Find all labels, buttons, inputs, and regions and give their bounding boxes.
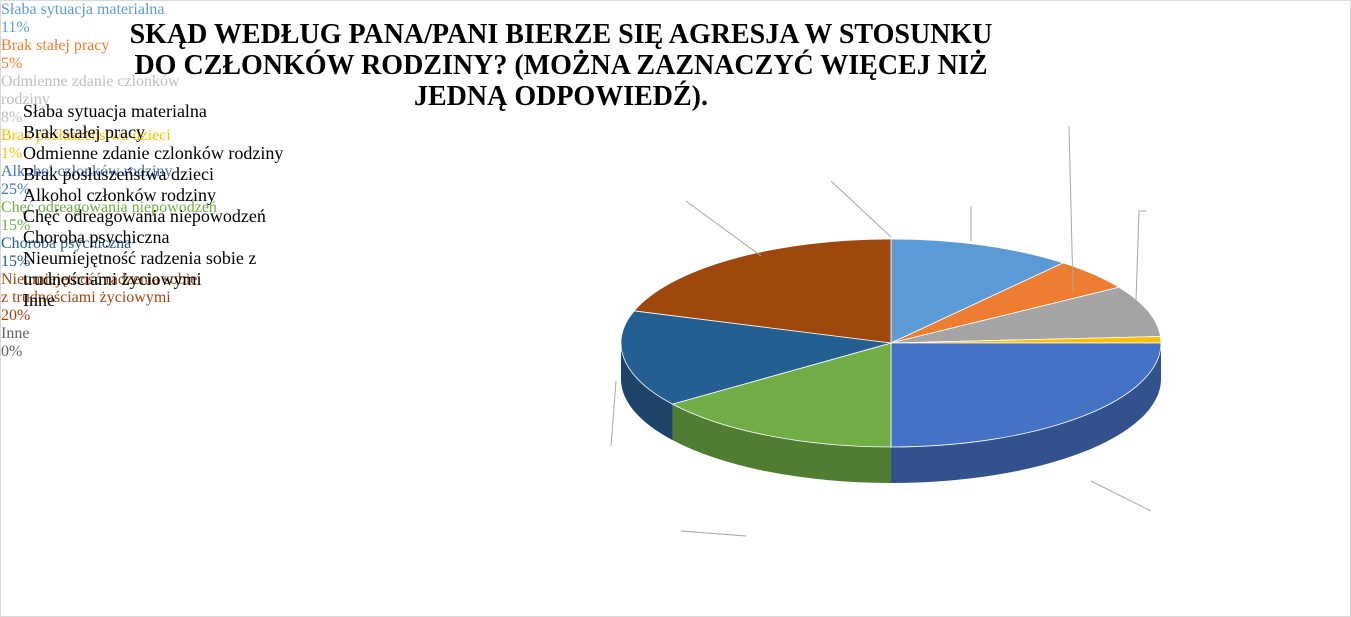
legend-label: Słaba sytuacja materialna	[23, 101, 207, 121]
data-label: Brak posłuszeństwa dzieci 1%	[1, 127, 231, 163]
legend-entry: Odmienne zdanie czlonków rodziny	[23, 143, 413, 164]
data-label-category: Brak stałej pracy	[1, 37, 110, 54]
legend: Słaba sytuacja materialna Brak stałej pra…	[23, 101, 413, 311]
data-label-category: Choroba psychiczna	[1, 235, 132, 252]
legend-entry: Alkohol członków rodziny	[23, 185, 413, 206]
slice-side	[672, 404, 891, 483]
slice	[620, 310, 892, 405]
slice	[671, 342, 892, 448]
data-label: Inne 0%	[1, 325, 61, 361]
legend-entry: Choroba psychiczna	[23, 227, 413, 248]
slice	[890, 286, 1161, 344]
legend-label: Inne	[23, 290, 55, 310]
data-label-value: 5%	[1, 55, 23, 72]
legend-entry: Nieumiejętność radzenia sobie z trudnośc…	[23, 248, 413, 290]
legend-label: Chęć odreagowania niepowodzeń	[23, 206, 266, 226]
legend-entry: Inne	[23, 290, 413, 311]
legend-entry: Brak stałej pracy	[23, 122, 413, 143]
legend-label: Nieumiejętność radzenia sobie z trudnośc…	[23, 248, 257, 289]
data-label-category: Nieumiejętność radzenia sobie z trudnośc…	[1, 271, 198, 306]
data-label-category: Chęć odreagowania niepowodzeń	[1, 199, 217, 216]
slice	[890, 238, 1065, 344]
legend-label: Brak stałej pracy	[23, 122, 145, 142]
data-label-category: Odmienne zdanie czlonków rodziny	[1, 73, 180, 108]
leader-line	[830, 180, 892, 238]
data-label-value: 20%	[1, 307, 31, 324]
legend-entry: Chęć odreagowania niepowodzeń	[23, 206, 413, 227]
leader-line	[610, 380, 617, 447]
data-label-value: 25%	[1, 181, 31, 198]
data-label: Chęć odreagowania niepowodzeń 15%	[1, 199, 221, 235]
data-label: Choroba psychiczna 15%	[1, 235, 261, 271]
data-label-value: 8%	[1, 109, 23, 126]
data-label: Nieumiejętność radzenia sobie z trudnośc…	[1, 271, 201, 325]
data-label-value: 1%	[1, 145, 23, 162]
data-label: Odmienne zdanie czlonków rodziny 8%	[1, 73, 181, 127]
leader-line	[685, 200, 762, 257]
leader-line	[1090, 480, 1152, 512]
legend-entry: Brak posłuszeństwa dzieci	[23, 164, 413, 185]
data-label-category: Słaba sytuacja materialna	[1, 1, 165, 18]
leader-line	[1068, 125, 1074, 292]
legend-label: Alkohol członków rodziny	[23, 185, 216, 205]
data-label: Alkohol członków rodziny 25%	[1, 163, 181, 199]
data-label-category: Inne	[1, 325, 30, 342]
data-label-category: Alkohol członków rodziny	[1, 163, 173, 180]
data-label: Brak stałej pracy 5%	[1, 37, 161, 73]
slice	[890, 342, 1162, 448]
slice-side	[621, 343, 673, 441]
legend-label: Choroba psychiczna	[23, 227, 170, 247]
legend-entry: Słaba sytuacja materialna	[23, 101, 413, 122]
data-label-value: 0%	[1, 343, 23, 360]
slice-side	[891, 343, 1161, 483]
data-label-value: 15%	[1, 253, 31, 270]
data-label-value: 11%	[1, 19, 30, 36]
slice	[633, 238, 892, 344]
data-label-value: 15%	[1, 217, 31, 234]
data-label-category: Brak posłuszeństwa dzieci	[1, 127, 171, 144]
leader-line	[680, 530, 747, 537]
legend-label: Odmienne zdanie czlonków rodziny	[23, 143, 284, 163]
chart-title: SKĄD WEDŁUG PANA/PANI BIERZE SIĘ AGRESJA…	[129, 19, 993, 112]
legend-label: Brak posłuszeństwa dzieci	[23, 164, 214, 184]
leader-line	[1135, 210, 1146, 302]
data-label: Słaba sytuacja materialna 11%	[1, 1, 171, 37]
